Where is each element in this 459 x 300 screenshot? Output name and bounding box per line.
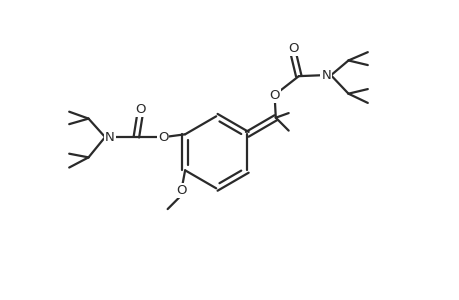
Text: O: O — [287, 42, 298, 55]
Text: O: O — [134, 103, 145, 116]
Text: O: O — [176, 184, 186, 197]
Text: O: O — [157, 130, 168, 144]
Text: N: N — [321, 69, 330, 82]
Text: N: N — [105, 130, 114, 144]
Text: O: O — [269, 89, 280, 102]
